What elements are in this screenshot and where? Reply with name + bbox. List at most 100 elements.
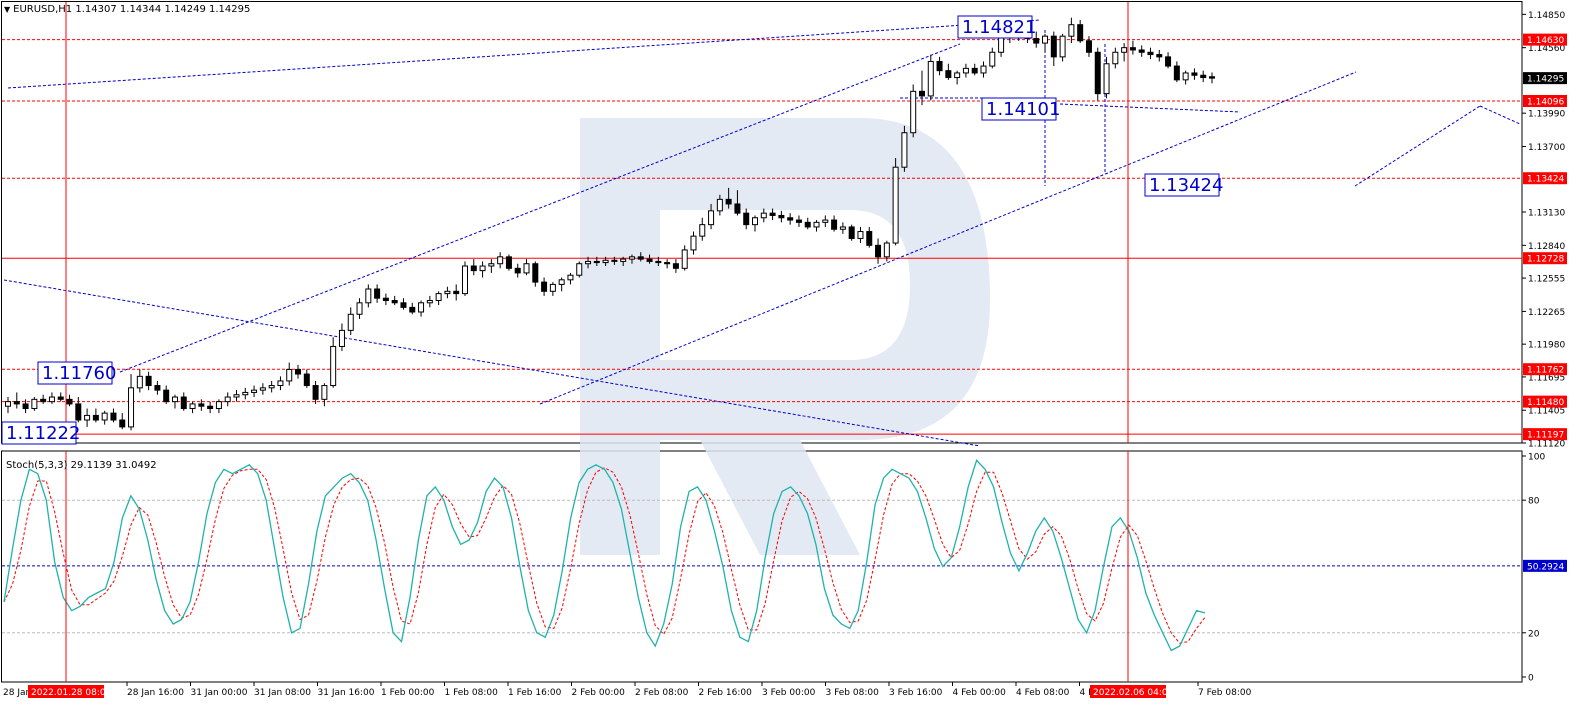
price-annotation: 1.11760 — [37, 361, 116, 385]
candle-body — [778, 214, 785, 219]
candle-body — [128, 387, 135, 428]
candles — [5, 17, 1215, 431]
price-tick-label: 1.14560 — [1528, 44, 1565, 54]
candle-body — [1042, 35, 1049, 44]
candle-body — [760, 212, 767, 219]
candle — [936, 56, 943, 76]
candle-body — [338, 329, 345, 347]
trend-line — [1479, 105, 1521, 125]
candle — [1068, 17, 1075, 44]
candle-body — [831, 219, 838, 230]
candle — [971, 63, 978, 76]
candle-body — [321, 385, 328, 400]
candle-body — [1209, 76, 1215, 79]
candle — [418, 300, 425, 317]
candle-body — [743, 212, 750, 226]
candle-body — [514, 267, 521, 274]
candle — [488, 259, 495, 273]
candle-body — [962, 67, 969, 74]
candle — [655, 256, 662, 267]
stochastic-main-value: 29.1139 — [70, 460, 113, 471]
time-tick-label: 3 Feb 08:00 — [826, 688, 880, 698]
candle-body — [936, 60, 943, 72]
candle — [787, 213, 794, 225]
low-value: 1.14249 — [164, 4, 206, 15]
candle — [716, 194, 723, 216]
candle — [400, 298, 407, 310]
candle-body — [295, 368, 302, 375]
symbol-name: EURUSD,H1 — [13, 4, 73, 15]
candle — [356, 298, 363, 319]
candle-body — [567, 274, 574, 281]
price-annotation-box — [957, 15, 1033, 39]
candle — [40, 394, 47, 404]
time-tick-label: 4 Feb 00:00 — [953, 688, 1007, 698]
candle-body — [892, 166, 899, 244]
candle — [453, 284, 460, 301]
candle-body — [374, 288, 381, 299]
candle-body — [787, 217, 794, 221]
candle-body — [593, 260, 600, 264]
candle-body — [1059, 35, 1066, 58]
candle-body — [699, 224, 706, 237]
candle-body — [1050, 35, 1057, 58]
candle-body — [207, 405, 214, 410]
candle-body — [268, 385, 275, 389]
candle — [620, 256, 627, 267]
candle-body — [532, 263, 539, 283]
candle — [822, 215, 829, 227]
price-annotation-box — [1, 421, 77, 445]
candle-body — [286, 368, 293, 382]
candle-body — [945, 70, 952, 79]
price-tick-label: 1.11695 — [1528, 373, 1565, 383]
price-annotation: 1.14821 — [957, 15, 1036, 39]
candle-body — [1173, 65, 1180, 81]
price-tick-label: 1.13700 — [1528, 143, 1565, 153]
candle — [22, 399, 29, 414]
current-price-tag — [1523, 72, 1567, 85]
stoch-tick-label: 20 — [1528, 629, 1540, 639]
price-tick-label: 1.13990 — [1528, 110, 1565, 120]
candle-body — [804, 221, 811, 228]
price-annotation-box — [981, 97, 1057, 121]
candle — [681, 245, 688, 271]
candle-body — [795, 219, 802, 223]
candle-body — [752, 217, 759, 226]
candle — [1182, 70, 1189, 85]
symbol-ohlc-header: ▼ EURUSD,H1 1.14307 1.14344 1.14249 1.142… — [4, 4, 250, 15]
level-price-tag — [1523, 363, 1567, 376]
stoch-signal-line — [3, 467, 1206, 644]
candle-body — [558, 279, 565, 285]
candle — [497, 252, 504, 269]
stoch-tick-label: 80 — [1528, 497, 1540, 507]
candle-body — [1156, 54, 1163, 58]
level-price-tag-label: 1.14630 — [1527, 36, 1564, 46]
candle — [154, 380, 161, 395]
candle — [312, 380, 319, 404]
collapse-triangle-icon[interactable]: ▼ — [4, 5, 11, 14]
candle-body — [233, 394, 240, 398]
candle-body — [48, 396, 55, 403]
candle — [945, 63, 952, 80]
candle-body — [215, 401, 222, 410]
candle-body — [549, 283, 556, 292]
price-annotation-label: 1.14821 — [962, 17, 1036, 38]
trend-line — [7, 19, 1041, 89]
candle-body — [1191, 72, 1198, 76]
candle-body — [971, 67, 978, 74]
candle-body — [1112, 51, 1119, 65]
candle — [523, 259, 530, 276]
candle-body — [277, 380, 284, 387]
candle-body — [453, 290, 460, 295]
candle-body — [31, 398, 38, 410]
level-price-tag — [1523, 395, 1567, 408]
candle — [611, 256, 618, 265]
level-price-tag-label: 1.11480 — [1527, 398, 1564, 408]
candle — [760, 208, 767, 223]
candle — [954, 70, 961, 85]
stoch-tick-label: 100 — [1528, 453, 1545, 463]
price-tick-label: 1.14850 — [1528, 11, 1565, 21]
candle — [831, 215, 838, 232]
